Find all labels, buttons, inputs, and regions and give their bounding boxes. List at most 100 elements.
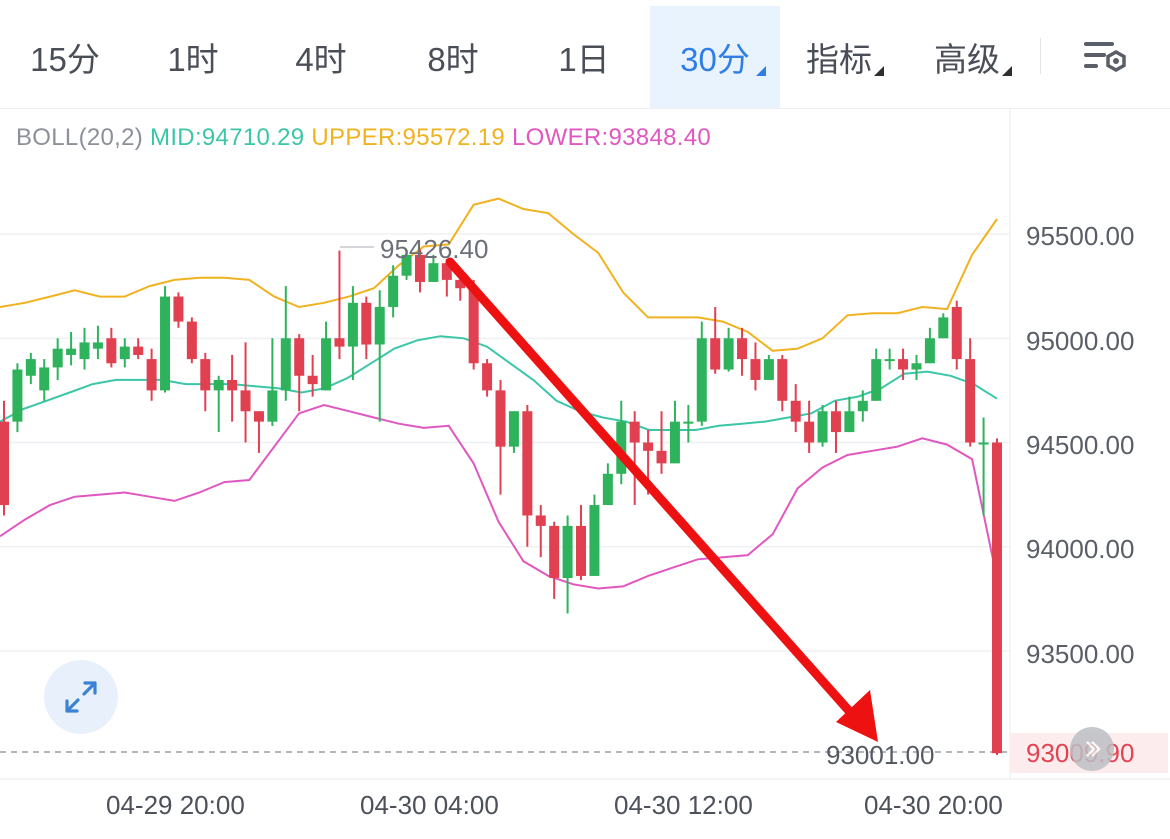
candle-down (146, 359, 157, 391)
candle-up (388, 275, 399, 307)
candle-down (334, 338, 345, 347)
x-tick-label: 04-30 20:00 (864, 790, 1003, 820)
candle-up (938, 317, 949, 339)
candle-down (643, 442, 654, 451)
candle-up (428, 263, 439, 282)
candle-down (414, 254, 425, 282)
candle-up (79, 342, 90, 360)
candle-down (227, 379, 238, 391)
candle-up (871, 359, 882, 401)
candle-down (294, 338, 305, 376)
boll-mid: MID:94710.29 (150, 124, 305, 151)
tab-15m[interactable]: 15分 (0, 6, 130, 108)
tab-advanced[interactable]: 高级 (908, 6, 1026, 108)
candle-down (710, 338, 721, 370)
boll-upper-line (0, 197, 998, 352)
boll-lower-line (0, 403, 998, 590)
candle-up (401, 254, 412, 276)
candle-down (830, 411, 841, 433)
candle-down (482, 363, 493, 391)
high-price-label: 95426.40 (380, 234, 489, 264)
candle-up (280, 338, 291, 391)
candle-down (240, 390, 251, 412)
candle-up (602, 473, 613, 506)
candle-up (52, 348, 63, 368)
candle-up (723, 338, 734, 370)
candle-up (213, 379, 224, 391)
candles (0, 249, 1002, 756)
tab-divider (1040, 38, 1041, 74)
candle-down (965, 359, 976, 443)
candle-down (361, 302, 372, 345)
candle-up (92, 342, 103, 349)
fullscreen-button[interactable] (44, 660, 118, 734)
tab-8h[interactable]: 8时 (386, 6, 520, 108)
scroll-to-latest-button[interactable] (1070, 727, 1114, 771)
boll-name: BOLL(20,2) (16, 124, 144, 151)
y-tick-label: 95000.00 (1026, 326, 1135, 356)
tab-1h[interactable]: 1时 (130, 6, 256, 108)
candle-down (804, 421, 815, 443)
candle-up (119, 346, 130, 360)
y-tick-label: 95500.00 (1026, 221, 1135, 251)
candle-down (455, 279, 466, 289)
candle-up (321, 338, 332, 391)
candle-down (522, 411, 533, 516)
candle-down (951, 306, 962, 360)
candle-down (468, 288, 479, 364)
candle-up (978, 442, 989, 445)
candle-down (307, 375, 318, 385)
candle-down (992, 442, 1002, 754)
chart-settings-icon[interactable] (1080, 36, 1130, 82)
tab-label: 4时 (295, 41, 347, 78)
candle-up (844, 411, 855, 433)
candle-up (857, 400, 868, 412)
tab-indicators[interactable]: 指标 (780, 6, 898, 108)
candle-up (616, 421, 627, 474)
candle-up (817, 411, 828, 443)
chevron-right-icon (1086, 741, 1101, 757)
candle-up (12, 369, 23, 422)
candle-up (508, 411, 519, 447)
boll-lower: LOWER:93848.40 (512, 124, 712, 151)
candle-up (669, 421, 680, 464)
tab-30m[interactable]: 30分 (650, 6, 780, 108)
candle-down (200, 359, 211, 391)
candle-up (683, 421, 694, 424)
candle-down (549, 525, 560, 579)
x-tick-label: 04-29 20:00 (106, 790, 245, 820)
y-tick-label: 93500.00 (1026, 639, 1135, 669)
chart-overlay (340, 246, 878, 742)
tab-4h[interactable]: 4时 (256, 6, 386, 108)
candle-down (737, 338, 748, 360)
candle-up (347, 302, 358, 347)
tab-label: 8时 (427, 41, 479, 78)
boll-upper: UPPER:95572.19 (311, 124, 506, 151)
candle-down (535, 515, 546, 526)
tab-label: 指标 (806, 41, 872, 78)
candle-down (133, 346, 144, 355)
candle-up (160, 296, 171, 391)
candle-up (884, 359, 895, 362)
candle-up (267, 390, 278, 422)
y-tick-label: 94000.00 (1026, 534, 1135, 564)
candle-down (750, 359, 761, 380)
candle-down (441, 263, 452, 280)
candle-down (0, 421, 9, 506)
dropdown-triangle-icon (756, 66, 766, 76)
candle-up (696, 338, 707, 422)
tab-1d[interactable]: 1日 (520, 6, 648, 108)
candle-down (173, 296, 184, 322)
candle-down (656, 450, 667, 464)
expand-icon (65, 681, 97, 713)
timeframe-tabs: 15分 1时 4时 8时 1日 30分 指标 高级 (0, 0, 1170, 109)
candle-up (911, 363, 922, 370)
candle-down (186, 321, 197, 360)
candle-down (576, 525, 587, 576)
candle-up (589, 505, 600, 576)
candle-down (253, 411, 264, 422)
candle-up (66, 348, 77, 355)
tab-label: 高级 (934, 41, 1000, 78)
y-tick-label: 94500.00 (1026, 430, 1135, 460)
